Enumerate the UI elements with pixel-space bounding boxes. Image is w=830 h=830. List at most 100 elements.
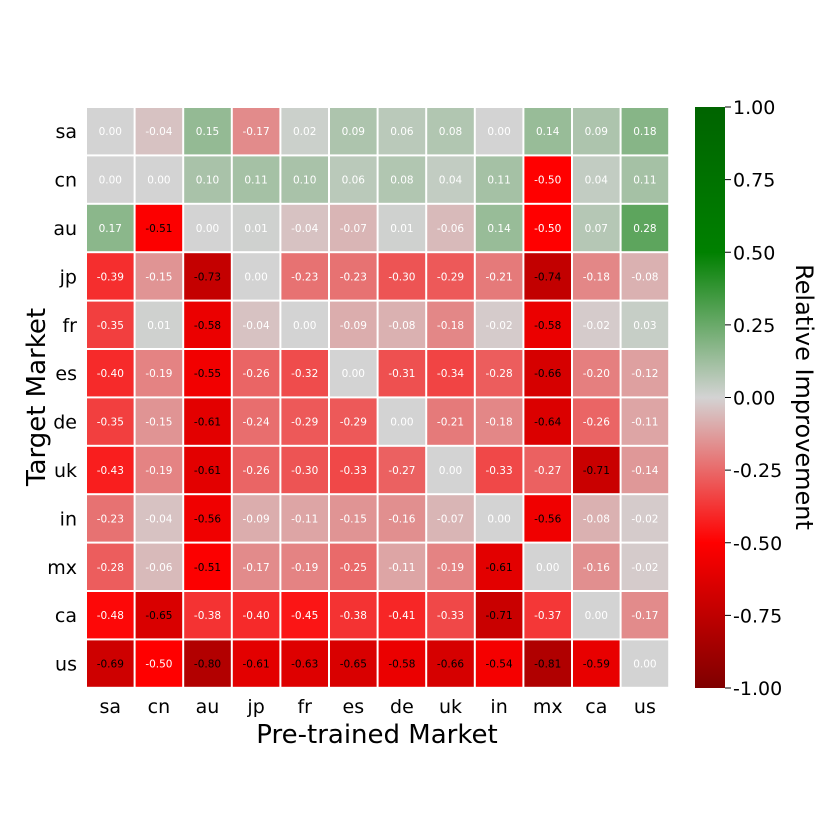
- cell-value-label: -0.26: [243, 368, 270, 380]
- colorbar-gradient: [695, 107, 725, 688]
- heatmap-cell: [621, 301, 669, 348]
- cell-value-label: 0.00: [293, 320, 316, 332]
- heatmap-cell: [524, 495, 571, 542]
- heatmap-cell: [475, 204, 523, 252]
- cell-value-label: 0.00: [99, 126, 122, 138]
- colorbar-tick-label: -0.50: [733, 533, 782, 555]
- cell-value-label: -0.65: [145, 610, 172, 622]
- heatmap-cell: [281, 350, 328, 397]
- cell-value-label: -0.27: [534, 465, 561, 477]
- heatmap-cell: [330, 446, 377, 494]
- heatmap-cell: [427, 446, 474, 494]
- cell-value-label: -0.35: [97, 320, 124, 332]
- cell-value-label: 0.11: [487, 175, 510, 187]
- cell-value-label: -0.17: [631, 610, 658, 622]
- heatmap-cell: [475, 350, 523, 397]
- heatmap-cell: [232, 156, 280, 203]
- heatmap-cell: [135, 350, 183, 397]
- heatmap-cell: [330, 592, 377, 639]
- cell-value-label: 0.14: [487, 223, 511, 235]
- heatmap-cell: [330, 398, 377, 445]
- cell-value-label: -0.19: [145, 368, 172, 380]
- cell-value-label: 0.00: [633, 659, 656, 671]
- heatmap-cell: [281, 253, 328, 300]
- cell-value-label: 0.09: [342, 126, 365, 138]
- cell-value-label: -0.19: [291, 562, 318, 574]
- heatmap-cell: [378, 156, 426, 203]
- heatmap-cell: [621, 108, 669, 155]
- cell-value-label: -0.64: [534, 417, 561, 429]
- cell-value-label: -0.25: [340, 562, 367, 574]
- heatmap-cell: [135, 543, 183, 590]
- cell-value-label: -0.71: [583, 465, 610, 477]
- x-tick-labels: sa cn au jp fr es de uk in mx ca us: [100, 696, 656, 718]
- cell-value-label: -0.40: [243, 610, 270, 622]
- y-tick-label: cn: [55, 170, 78, 192]
- cell-value-label: -0.56: [194, 513, 221, 525]
- heatmap-cell: [524, 350, 571, 397]
- heatmap-cell: [135, 640, 183, 687]
- y-tick-label: sa: [55, 121, 77, 143]
- cell-value-label: -0.37: [534, 610, 561, 622]
- heatmap-cell: [87, 301, 134, 348]
- cell-value-label: -0.65: [340, 659, 367, 671]
- heatmap-cell: [524, 301, 571, 348]
- cell-value-label: -0.04: [145, 513, 172, 525]
- y-tick-label: in: [60, 508, 77, 530]
- heatmap-cell: [135, 301, 183, 348]
- cell-value-label: -0.16: [583, 562, 610, 574]
- heatmap-cell: [378, 398, 426, 445]
- cell-value-label: -0.43: [97, 465, 124, 477]
- cell-value-label: -0.16: [388, 513, 415, 525]
- cell-value-label: 0.09: [585, 126, 608, 138]
- heatmap-cell: [87, 398, 134, 445]
- heatmap-cell: [184, 204, 231, 252]
- x-tick-label: fr: [297, 696, 312, 718]
- heatmap-cell: [573, 592, 620, 639]
- cell-value-label: 0.28: [633, 223, 656, 235]
- heatmap-cell: [184, 640, 231, 687]
- cell-value-label: -0.35: [97, 417, 124, 429]
- cell-value-label: -0.29: [291, 417, 318, 429]
- cell-value-label: 0.14: [536, 126, 560, 138]
- cell-value-label: 0.10: [293, 175, 316, 187]
- cell-value-label: -0.19: [437, 562, 464, 574]
- heatmap-cell: [573, 204, 620, 252]
- cell-value-label: -0.56: [534, 513, 561, 525]
- heatmap-cell: [573, 350, 620, 397]
- heatmap-cell: [621, 640, 669, 687]
- x-tick-label: jp: [246, 696, 264, 718]
- cell-value-label: -0.54: [486, 659, 513, 671]
- cell-value-label: 0.17: [99, 223, 122, 235]
- heatmap-cell: [232, 592, 280, 639]
- cell-value-label: 0.06: [342, 175, 366, 187]
- cell-value-label: 0.07: [585, 223, 608, 235]
- x-tick-label: mx: [533, 696, 563, 718]
- heatmap-cell: [232, 204, 280, 252]
- heatmap-cell: [427, 350, 474, 397]
- heatmap-cell: [135, 108, 183, 155]
- cell-value-label: -0.11: [291, 513, 318, 525]
- heatmap-cell: [573, 108, 620, 155]
- heatmap-cell: [378, 204, 426, 252]
- x-tick-label: us: [634, 696, 656, 718]
- heatmap-cell: [524, 543, 571, 590]
- cell-value-label: 0.00: [99, 175, 122, 187]
- heatmap-cell: [427, 495, 474, 542]
- cell-value-label: -0.48: [97, 610, 124, 622]
- heatmap-cell: [135, 398, 183, 445]
- heatmap-cell: [524, 640, 571, 687]
- cell-value-label: 0.08: [390, 175, 413, 187]
- heatmap-cell: [621, 543, 669, 590]
- cell-value-label: -0.17: [243, 126, 270, 138]
- cell-value-label: 0.00: [147, 175, 170, 187]
- heatmap-cell: [281, 156, 328, 203]
- x-tick-label: uk: [439, 696, 462, 718]
- cell-value-label: -0.38: [194, 610, 221, 622]
- heatmap-cell: [524, 253, 571, 300]
- heatmap-cell: [87, 156, 134, 203]
- heatmap-cell: [621, 204, 669, 252]
- cell-value-label: -0.17: [243, 562, 270, 574]
- heatmap-cell: [330, 543, 377, 590]
- cell-value-label: -0.40: [97, 368, 124, 380]
